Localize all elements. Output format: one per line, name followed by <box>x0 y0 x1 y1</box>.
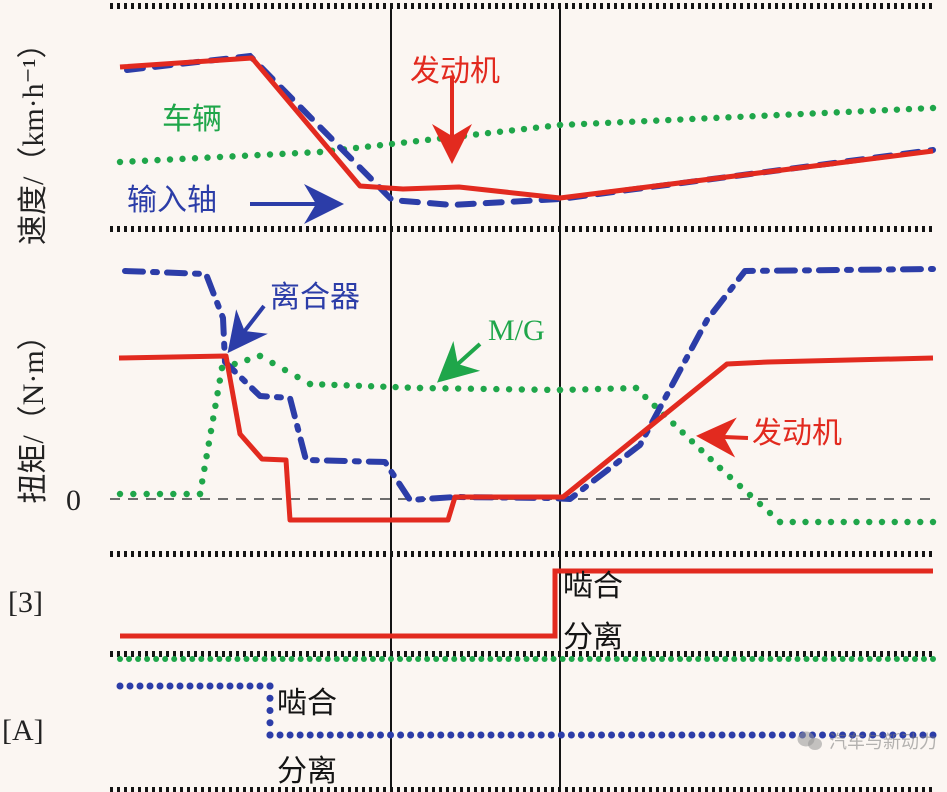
wechat-icon <box>797 730 823 752</box>
ylabel-torque: 扭矩/（N·m） <box>8 317 52 507</box>
label-torque-engine: 发动机 <box>752 408 842 452</box>
label-p3-engaged: 啮合 <box>563 561 623 605</box>
label-torque-clutch: 离合器 <box>270 272 360 316</box>
label-p4-engaged: 啮合 <box>277 678 337 722</box>
ylabel-speed: 速度/（km·h⁻¹） <box>8 35 52 245</box>
chart-svg <box>0 0 947 792</box>
ylabel-panel3: [3] <box>8 586 43 620</box>
chart-root: 速度/（km·h⁻¹） 扭矩/（N·m） [3] [A] 0 发动机 车辆 输入… <box>0 0 947 792</box>
watermark: 汽车与新动力 <box>797 728 937 754</box>
label-speed-vehicle: 车辆 <box>162 94 222 138</box>
label-speed-input: 输入轴 <box>127 175 217 219</box>
ylabel-panel4: [A] <box>2 714 44 748</box>
label-p3-disengaged: 分离 <box>563 612 623 656</box>
label-speed-engine: 发动机 <box>410 46 500 90</box>
label-p4-disengaged: 分离 <box>277 746 337 790</box>
label-torque-mg: M/G <box>488 314 545 348</box>
watermark-text: 汽车与新动力 <box>829 728 937 754</box>
torque-zero-tick: 0 <box>66 484 81 518</box>
